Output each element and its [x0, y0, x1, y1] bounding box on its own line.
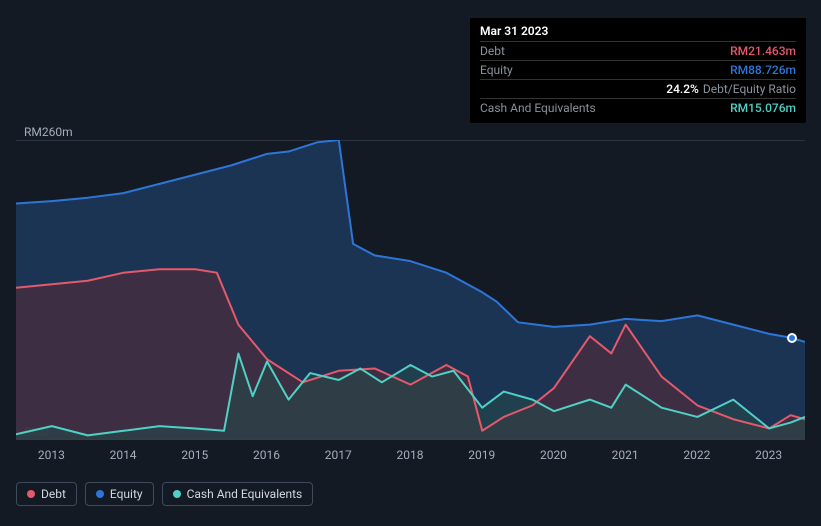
xaxis-tick: 2015 [181, 448, 208, 462]
tooltip-row-value: 24.2% [666, 82, 699, 96]
tooltip-marker [787, 333, 797, 343]
tooltip-row-label: Debt [480, 44, 505, 58]
xaxis-tick: 2021 [612, 448, 639, 462]
tooltip-row-label: Cash And Equivalents [480, 101, 596, 115]
legend-dot-icon [173, 490, 181, 498]
chart-legend: Debt Equity Cash And Equivalents [16, 482, 313, 506]
tooltip-row-secondary: Debt/Equity Ratio [703, 82, 796, 96]
legend-item-debt[interactable]: Debt [16, 482, 77, 506]
legend-item-equity[interactable]: Equity [85, 482, 154, 506]
chart-tooltip: Mar 31 2023 Debt RM21.463m Equity RM88.726m… [470, 18, 806, 123]
xaxis-tick: 2017 [325, 448, 352, 462]
xaxis-ticks: 2013 2014 2015 2016 2017 2018 2019 2020 2021 2022… [0, 448, 821, 464]
tooltip-row: Debt RM21.463m [480, 41, 796, 60]
tooltip-date: Mar 31 2023 [480, 24, 796, 41]
xaxis-tick: 2019 [468, 448, 495, 462]
tooltip-row-value: RM21.463m [730, 44, 796, 58]
legend-dot-icon [27, 490, 35, 498]
tooltip-row: 24.2% Debt/Equity Ratio [480, 79, 796, 98]
legend-dot-icon [96, 490, 104, 498]
yaxis-top-label: RM260m [24, 125, 73, 139]
legend-label: Cash And Equivalents [187, 487, 303, 501]
legend-item-cash-and-equivalents[interactable]: Cash And Equivalents [162, 482, 314, 506]
chart-plot [16, 140, 805, 440]
legend-label: Equity [110, 487, 143, 501]
tooltip-row: Cash And Equivalents RM15.076m [480, 98, 796, 117]
legend-label: Debt [41, 487, 66, 501]
tooltip-row-label: Equity [480, 63, 513, 77]
xaxis-tick: 2022 [683, 448, 710, 462]
xaxis-tick: 2018 [397, 448, 424, 462]
xaxis-tick: 2020 [540, 448, 567, 462]
xaxis-tick: 2013 [38, 448, 65, 462]
xaxis-tick: 2023 [755, 448, 782, 462]
xaxis-tick: 2016 [253, 448, 280, 462]
tooltip-row: Equity RM88.726m [480, 60, 796, 79]
xaxis-tick: 2014 [110, 448, 137, 462]
tooltip-row-value: RM88.726m [730, 63, 796, 77]
tooltip-row-value: RM15.076m [730, 101, 796, 115]
